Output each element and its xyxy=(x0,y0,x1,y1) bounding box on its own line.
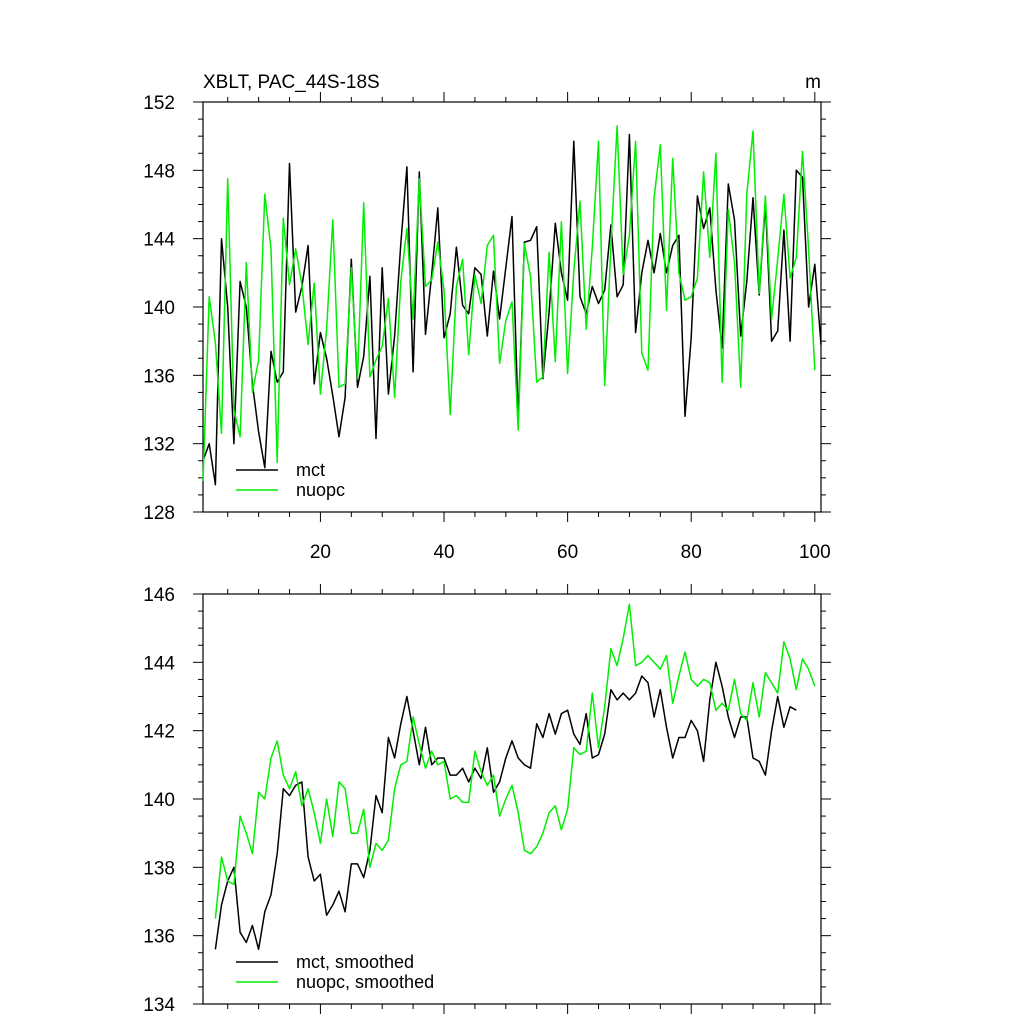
y-tick-label: 136 xyxy=(143,366,175,387)
y-tick-label: 144 xyxy=(143,230,175,251)
y-tick-label: 134 xyxy=(143,995,175,1016)
plot-frame xyxy=(202,593,822,1005)
legend-label: nuopc, smoothed xyxy=(296,972,434,992)
smoothed-time-series-panel: 134 136 138 140 142 144 146 mct, smoothednuopc… xyxy=(143,584,831,1016)
series-line-nuopc xyxy=(202,125,816,482)
x-tick-label: 80 xyxy=(681,542,702,563)
y-tick-label: 132 xyxy=(143,435,175,456)
y-tick-label: 128 xyxy=(143,503,175,524)
y-tick-label: 136 xyxy=(143,927,175,948)
axis-tick-labels: 134 136 138 140 142 144 146 xyxy=(143,585,175,1016)
y-tick-label: 140 xyxy=(143,298,175,319)
y-tick-label: 146 xyxy=(143,585,175,606)
series-line-mct-smoothed xyxy=(214,661,797,951)
units-label: m xyxy=(805,72,821,93)
x-tick-label: 60 xyxy=(557,542,578,563)
legend-label: mct, smoothed xyxy=(296,952,414,972)
legend-label: mct xyxy=(296,460,325,480)
y-tick-label: 138 xyxy=(143,858,175,879)
series-line-mct xyxy=(202,133,822,486)
axis-ticks xyxy=(193,92,831,522)
legend-label: nuopc xyxy=(296,480,345,500)
series-lines xyxy=(214,603,816,951)
series-line-nuopc-smoothed xyxy=(214,603,816,919)
x-tick-label: 40 xyxy=(433,542,454,563)
y-tick-label: 152 xyxy=(143,93,175,114)
x-tick-label: 20 xyxy=(310,542,331,563)
y-tick-label: 148 xyxy=(143,161,175,182)
chart-title: XBLT, PAC_44S-18S xyxy=(203,72,380,93)
x-tick-label: 100 xyxy=(799,542,831,563)
y-tick-label: 144 xyxy=(143,653,175,674)
series-lines xyxy=(202,125,822,486)
raw-time-series-panel: XBLT, PAC_44S-18S m 128 132 136 140 144 148 15… xyxy=(143,72,831,563)
axis-tick-labels: 128 132 136 140 144 148 152 20 40 60 80 100 xyxy=(143,93,830,563)
y-tick-label: 142 xyxy=(143,722,175,743)
y-tick-label: 140 xyxy=(143,790,175,811)
axis-ticks xyxy=(193,584,831,1014)
